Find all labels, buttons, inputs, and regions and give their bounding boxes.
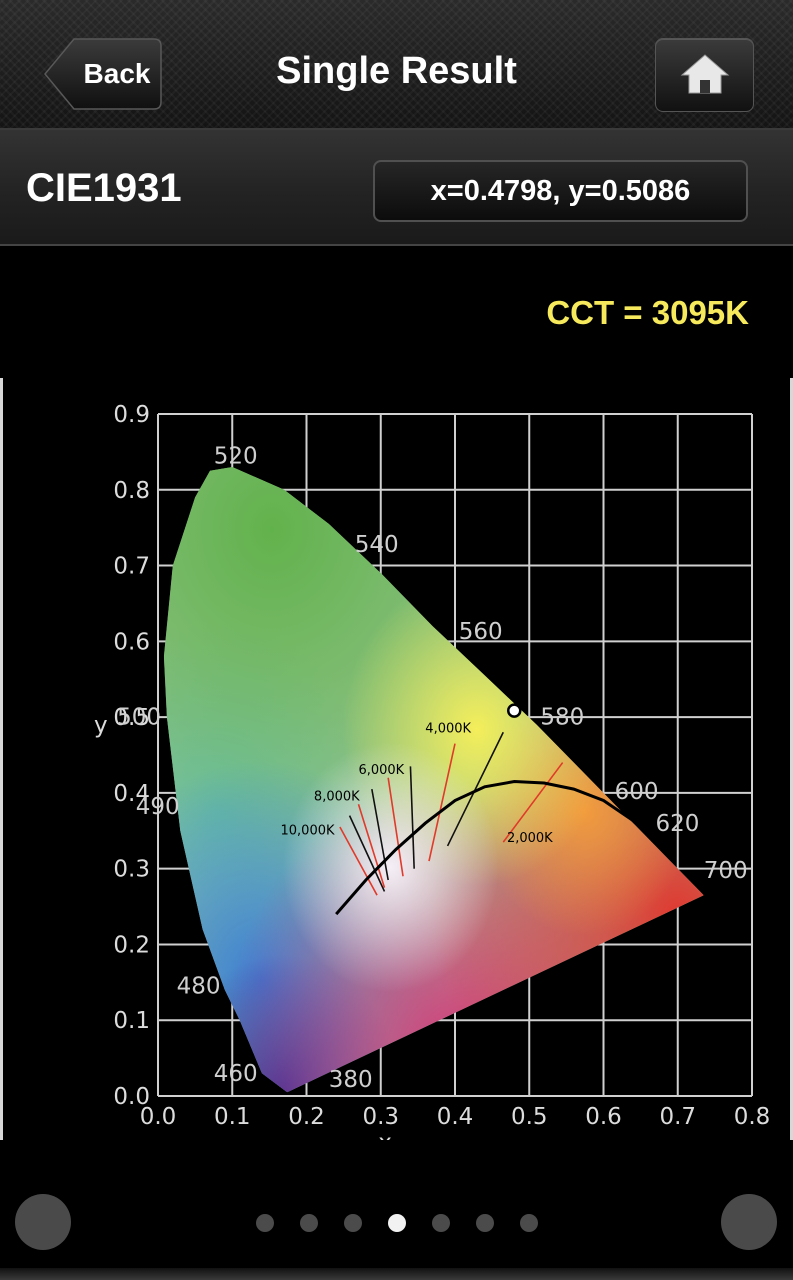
chart-labels: 0.0 0.1 0.2 0.3 0.4 0.5 0.6 0.7 0.8 0.0 0.1 0.2 0.3 0… xyxy=(94,402,770,1140)
page-title: Single Result xyxy=(276,50,517,92)
isotherm-line xyxy=(502,762,564,843)
page-dot[interactable] xyxy=(432,1214,450,1232)
wavelength-label: 600 xyxy=(615,779,659,805)
x-tick-label: 0.8 xyxy=(734,1104,771,1130)
x-tick-label: 0.1 xyxy=(214,1104,251,1130)
back-button[interactable]: Back xyxy=(44,38,162,110)
prev-page-button[interactable] xyxy=(15,1194,71,1250)
wavelength-label: 380 xyxy=(329,1067,373,1093)
page-dot[interactable] xyxy=(256,1214,274,1232)
y-tick-label: 0.2 xyxy=(113,932,150,958)
section-title: CIE1931 xyxy=(26,166,182,210)
y-tick-label: 0.3 xyxy=(113,857,150,883)
y-tick-label: 0.8 xyxy=(113,478,150,504)
isotherm-line xyxy=(446,731,504,847)
y-tick-label: 0.4 xyxy=(113,781,150,807)
cct-label: 6,000K xyxy=(358,763,404,778)
y-tick-label: 0.7 xyxy=(113,554,150,580)
wavelength-label: 540 xyxy=(355,532,399,558)
x-tick-label: 0.2 xyxy=(288,1104,325,1130)
x-axis-label: x xyxy=(378,1130,392,1140)
isotherm-line xyxy=(357,804,386,888)
cct-label: 8,000K xyxy=(314,789,360,804)
wavelength-label: 500 xyxy=(117,705,161,731)
page-dot[interactable] xyxy=(344,1214,362,1232)
y-tick-label: 0.5 xyxy=(113,705,150,731)
page-dot[interactable] xyxy=(300,1214,318,1232)
wavelength-label: 580 xyxy=(540,705,584,731)
y-tick-label: 0.6 xyxy=(113,629,150,655)
isotherm-line xyxy=(428,743,456,862)
wavelength-label: 480 xyxy=(177,974,221,1000)
back-button-label: Back xyxy=(83,58,151,89)
isotherm-line xyxy=(371,788,389,881)
chart-frame-right xyxy=(790,378,793,1140)
wavelength-label: 560 xyxy=(459,619,503,645)
section-header: CIE1931 x=0.4798, y=0.5086 xyxy=(0,130,793,246)
y-tick-label: 0.0 xyxy=(113,1084,150,1110)
back-button-shape xyxy=(44,38,162,110)
measurement-point xyxy=(507,703,522,718)
y-tick-label: 0.1 xyxy=(113,1008,150,1034)
wavelength-label: 490 xyxy=(136,794,180,820)
cct-label: 2,000K xyxy=(507,831,553,846)
wavelength-label: 700 xyxy=(704,858,748,884)
home-icon xyxy=(680,54,730,94)
wavelength-label: 620 xyxy=(655,811,699,837)
y-axis-label: y xyxy=(94,712,108,738)
x-tick-label: 0.4 xyxy=(437,1104,474,1130)
page-dot[interactable] xyxy=(476,1214,494,1232)
x-tick-label: 0.7 xyxy=(659,1104,696,1130)
planckian-locus xyxy=(335,779,649,916)
x-tick-label: 0.5 xyxy=(511,1104,548,1130)
page-dot[interactable] xyxy=(520,1214,538,1232)
page-dot-active[interactable] xyxy=(388,1214,406,1232)
y-tick-label: 0.9 xyxy=(113,402,150,428)
x-tick-label: 0.3 xyxy=(362,1104,399,1130)
cct-value: CCT = 3095K xyxy=(546,294,749,331)
coordinates-button[interactable]: x=0.4798, y=0.5086 xyxy=(373,160,748,222)
wavelength-label: 460 xyxy=(214,1061,258,1087)
isotherm-line xyxy=(387,777,404,877)
next-page-button[interactable] xyxy=(721,1194,777,1250)
isotherm-line xyxy=(339,826,378,896)
x-tick-label: 0.0 xyxy=(140,1104,177,1130)
wavelength-label: 520 xyxy=(214,443,258,469)
nav-bar: Back Single Result xyxy=(0,0,793,130)
page-indicator xyxy=(0,1214,793,1234)
cct-label: 4,000K xyxy=(425,721,471,736)
chart-frame-left xyxy=(0,378,3,1140)
x-tick-label: 0.6 xyxy=(585,1104,622,1130)
bottom-bar xyxy=(0,1268,793,1280)
isotherm-line xyxy=(348,815,386,892)
isotherm-line xyxy=(409,766,415,869)
chart-overlay: 10,000K 8,000K 6,000K 4,000K 2,000K xyxy=(281,703,649,916)
cct-label: 10,000K xyxy=(281,824,335,839)
home-button[interactable] xyxy=(655,38,754,112)
